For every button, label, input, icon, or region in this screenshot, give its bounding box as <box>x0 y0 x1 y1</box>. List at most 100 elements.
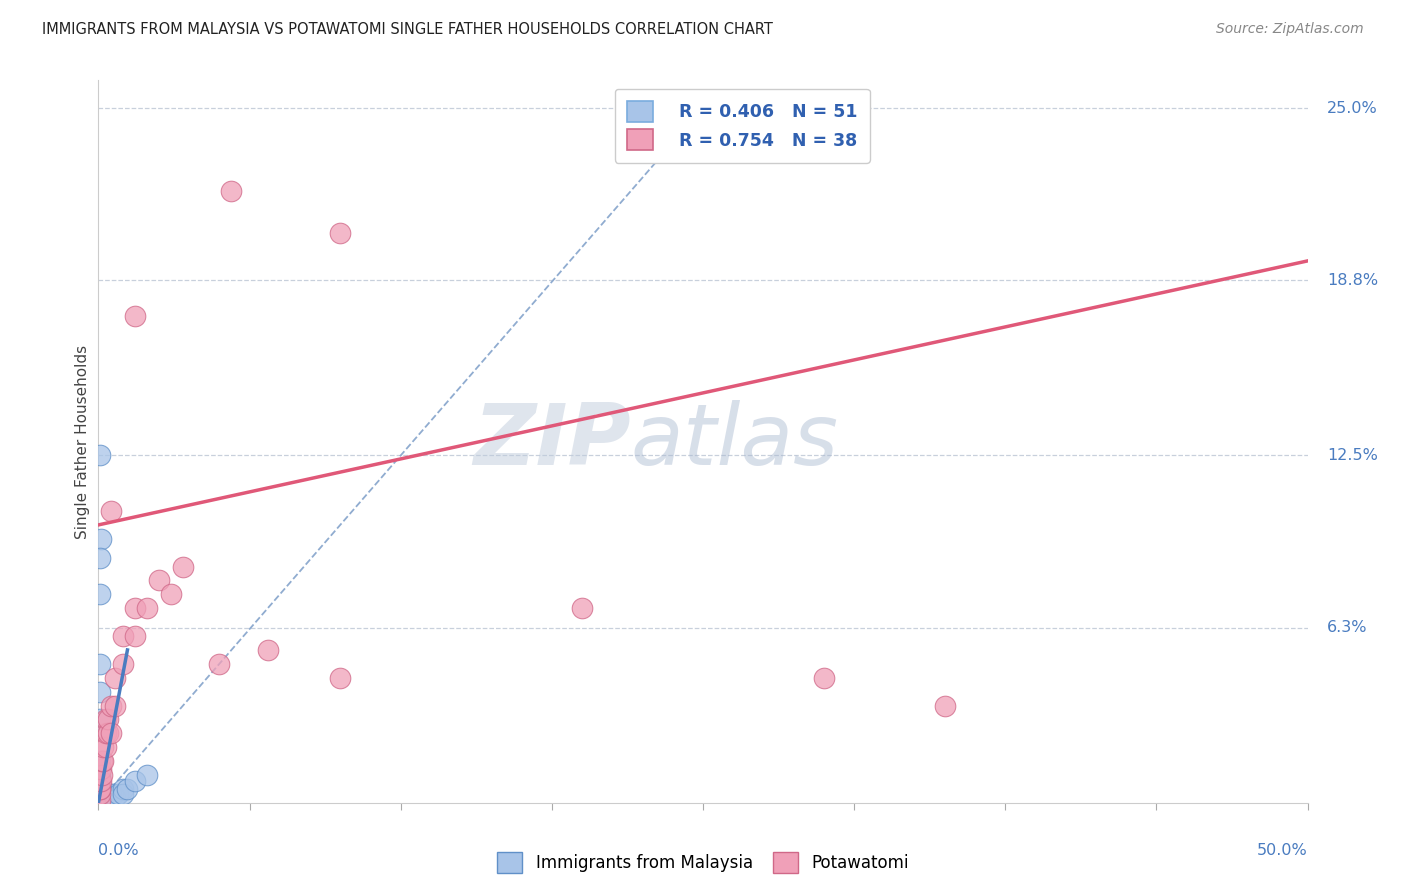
Text: 0.0%: 0.0% <box>98 843 139 857</box>
Point <box>94 726 117 740</box>
Point <box>89 793 111 807</box>
Point <box>107 788 129 802</box>
Text: IMMIGRANTS FROM MALAYSIA VS POTAWATOMI SINGLE FATHER HOUSEHOLDS CORRELATION CHAR: IMMIGRANTS FROM MALAYSIA VS POTAWATOMI S… <box>42 22 773 37</box>
Point <box>100 793 122 807</box>
Point <box>89 781 111 796</box>
Point <box>89 754 111 768</box>
Point <box>111 629 134 643</box>
Text: 50.0%: 50.0% <box>1257 843 1308 857</box>
Point <box>89 794 111 808</box>
Point <box>124 629 146 643</box>
Point <box>135 601 157 615</box>
Point <box>89 449 111 463</box>
Point <box>97 790 120 805</box>
Point <box>89 788 111 802</box>
Point <box>89 790 111 805</box>
Point <box>90 790 112 805</box>
Point <box>89 771 111 785</box>
Point <box>89 781 111 796</box>
Legend:   R = 0.406   N = 51,   R = 0.754   N = 38: R = 0.406 N = 51, R = 0.754 N = 38 <box>614 89 870 162</box>
Point <box>97 713 120 727</box>
Point <box>94 740 117 755</box>
Text: 12.5%: 12.5% <box>1327 448 1378 463</box>
Legend: Immigrants from Malaysia, Potawatomi: Immigrants from Malaysia, Potawatomi <box>491 846 915 880</box>
Point <box>89 790 111 805</box>
Point <box>89 713 111 727</box>
Point <box>104 671 127 685</box>
Point <box>934 698 956 713</box>
Point <box>117 781 139 796</box>
Point <box>89 657 111 671</box>
Text: 18.8%: 18.8% <box>1327 273 1378 288</box>
Point <box>91 790 114 805</box>
Point <box>256 643 278 657</box>
Point <box>329 671 352 685</box>
Point <box>91 754 114 768</box>
Point <box>91 754 114 768</box>
Point <box>160 587 183 601</box>
Point <box>89 791 111 805</box>
Point <box>329 226 352 240</box>
Point <box>97 726 120 740</box>
Point <box>101 788 124 802</box>
Point <box>111 788 134 802</box>
Point <box>94 794 117 808</box>
Point <box>90 532 112 546</box>
Point <box>90 773 112 788</box>
Point <box>90 788 112 802</box>
Point <box>104 698 127 713</box>
Point <box>111 781 134 796</box>
Point <box>89 779 111 793</box>
Point <box>100 788 122 802</box>
Point <box>172 559 194 574</box>
Point <box>91 794 114 808</box>
Point <box>89 789 111 803</box>
Point <box>100 698 122 713</box>
Point <box>221 185 243 199</box>
Point <box>91 791 114 805</box>
Point <box>89 684 111 698</box>
Point <box>89 773 111 788</box>
Point <box>90 793 112 807</box>
Point <box>89 768 111 782</box>
Y-axis label: Single Father Households: Single Father Households <box>75 344 90 539</box>
Point <box>89 788 111 802</box>
Point <box>89 793 111 807</box>
Point <box>124 310 146 324</box>
Point <box>89 763 111 777</box>
Point <box>104 790 127 805</box>
Point <box>111 657 134 671</box>
Point <box>89 587 111 601</box>
Point <box>91 740 114 755</box>
Point <box>100 504 122 518</box>
Point <box>89 773 111 788</box>
Point <box>90 794 112 808</box>
Point <box>100 726 122 740</box>
Text: 25.0%: 25.0% <box>1327 101 1378 116</box>
Point <box>89 794 111 808</box>
Point <box>208 657 231 671</box>
Point <box>91 789 114 803</box>
Point <box>94 793 117 807</box>
Point <box>97 793 120 807</box>
Text: Source: ZipAtlas.com: Source: ZipAtlas.com <box>1216 22 1364 37</box>
Point <box>124 773 146 788</box>
Point <box>89 793 111 807</box>
Point <box>89 551 111 566</box>
Point <box>94 713 117 727</box>
Point <box>94 790 117 805</box>
Point <box>135 768 157 782</box>
Point <box>813 671 835 685</box>
Point <box>89 779 111 793</box>
Point <box>90 763 112 777</box>
Text: atlas: atlas <box>630 400 838 483</box>
Point <box>89 773 111 788</box>
Point <box>571 601 593 615</box>
Point <box>148 574 170 588</box>
Point <box>89 776 111 790</box>
Point <box>91 793 114 807</box>
Text: ZIP: ZIP <box>472 400 630 483</box>
Point <box>91 794 114 808</box>
Point <box>91 768 114 782</box>
Point <box>89 781 111 796</box>
